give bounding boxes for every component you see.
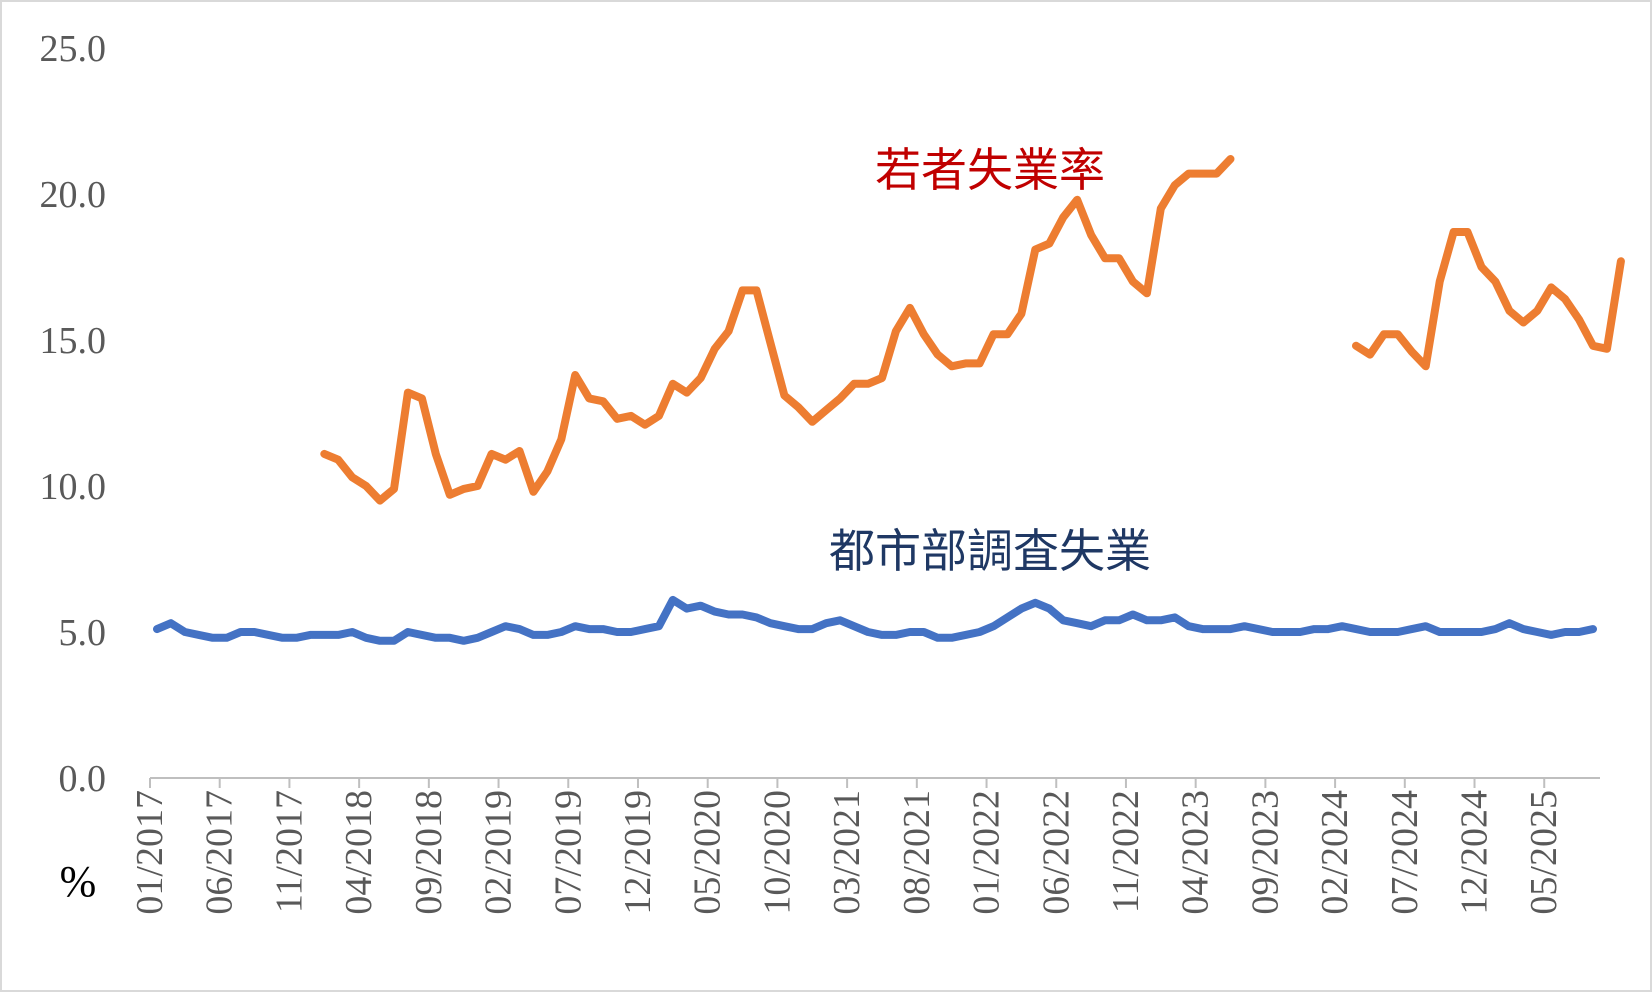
x-tick-label: 07/2024 (1384, 790, 1426, 915)
x-tick-label: 11/2022 (1105, 790, 1147, 913)
x-tick-label: 05/2020 (687, 790, 729, 915)
y-tick-label: 25.0 (40, 28, 107, 70)
x-tick-label: 06/2017 (199, 790, 241, 915)
x-tick-label: 01/2022 (966, 790, 1008, 915)
x-tick-label: 02/2019 (478, 790, 520, 915)
x-tick-label: 12/2019 (617, 790, 659, 915)
y-axis-unit-label: % (60, 857, 97, 906)
x-tick-label: 04/2018 (338, 790, 380, 915)
urban-unemployment-line (153, 595, 1597, 645)
series-label-youth-unemployment: 若者失業率 (875, 143, 1105, 197)
y-tick-label: 10.0 (40, 466, 107, 508)
x-tick-label: 06/2022 (1035, 790, 1077, 915)
x-tick-label: 01/2017 (129, 790, 171, 915)
x-tick-label: 08/2021 (896, 790, 938, 915)
x-tick-label: 11/2017 (268, 790, 310, 913)
y-tick-label: 15.0 (40, 320, 107, 362)
x-tick-label: 02/2024 (1314, 790, 1356, 915)
y-tick-label: 0.0 (59, 758, 107, 800)
x-tick-label: 10/2020 (756, 790, 798, 915)
series-lines (153, 155, 1625, 645)
youth-unemployment-line (320, 155, 1625, 505)
x-tick-label: 12/2024 (1454, 790, 1496, 915)
x-tick-label: 04/2023 (1175, 790, 1217, 915)
y-tick-label: 5.0 (59, 612, 107, 654)
x-tick-label: 09/2023 (1244, 790, 1286, 915)
x-axis-tickmarks (149, 778, 1546, 788)
y-axis-ticks: 0.0 5.0 10.0 15.0 20.0 25.0 (40, 28, 107, 800)
x-axis-labels: 01/2017 06/2017 11/2017 04/2018 09/2018 02/20… (129, 790, 1565, 915)
x-tick-label: 03/2021 (826, 790, 868, 915)
y-tick-label: 20.0 (40, 174, 107, 216)
x-tick-label: 07/2019 (547, 790, 589, 915)
series-label-urban-unemployment: 都市部調査失業 (829, 524, 1151, 578)
x-tick-label: 09/2018 (408, 790, 450, 915)
x-tick-label: 05/2025 (1523, 790, 1565, 915)
